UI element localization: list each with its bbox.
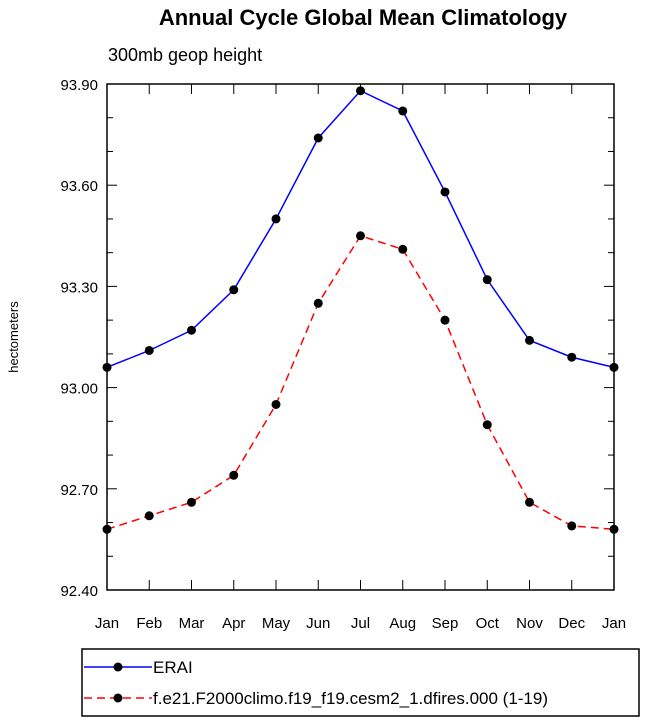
x-tick-label: Jul (351, 615, 370, 632)
legend-marker-1 (113, 693, 123, 703)
x-tick-label: Sep (432, 615, 459, 632)
series-0-point (144, 345, 154, 355)
series-1-point (567, 521, 577, 531)
plot-frame (106, 83, 615, 591)
series-0-point (356, 86, 365, 96)
legend: ERAI f.e21.F2000climo.f19_f19.cesm2_1.dfi… (81, 648, 640, 717)
x-tick-label: Jan (602, 615, 626, 632)
chart-subtitle: 300mb geop height (108, 45, 262, 65)
legend-label-1: f.e21.F2000climo.f19_f19.cesm2_1.dfires.… (153, 689, 548, 708)
x-tick-label: Jan (95, 615, 119, 632)
series-1-point (187, 497, 196, 507)
y-tick-label: 93.00 (60, 381, 98, 398)
y-tick-label: 93.90 (60, 77, 98, 94)
series-0-point (525, 335, 534, 345)
series-1-point (398, 244, 408, 254)
series-1-point (229, 470, 239, 480)
series-0-point (440, 187, 450, 197)
series-1-point (440, 315, 450, 325)
y-tick-labels: 92.40 92.70 93.00 93.30 93.60 93.90 (60, 77, 98, 600)
series-line-0 (106, 89, 615, 369)
x-tick-label: Nov (516, 615, 543, 632)
y-tick-label: 93.30 (60, 279, 98, 296)
axis-ticks (106, 83, 615, 591)
series-0-point (482, 275, 492, 285)
x-tick-label: Apr (222, 615, 245, 632)
series-1-point (313, 298, 323, 308)
x-tick-label: Oct (476, 615, 500, 632)
series-layer (102, 86, 619, 534)
x-tick-label: Mar (179, 615, 205, 632)
legend-label-0: ERAI (153, 658, 193, 677)
y-axis-label: hectometers (6, 301, 21, 373)
x-tick-label: Aug (389, 615, 416, 632)
series-1-point (271, 399, 281, 409)
y-tick-label: 93.60 (60, 178, 98, 195)
x-tick-label: Jun (306, 615, 330, 632)
series-0-point (187, 325, 196, 335)
x-tick-label: May (262, 615, 291, 632)
series-0-point (313, 133, 323, 143)
legend-box (81, 648, 640, 717)
series-line-1 (106, 234, 615, 531)
y-tick-label: 92.40 (60, 583, 98, 600)
y-tick-label: 92.70 (60, 482, 98, 499)
x-tick-label: Dec (558, 615, 585, 632)
chart-title: Annual Cycle Global Mean Climatology (159, 5, 568, 30)
x-tick-label: Feb (136, 615, 162, 632)
x-tick-labels: Jan Feb Mar Apr May Jun Jul Aug Sep Oct Nov Dec Jan (95, 615, 626, 632)
series-1-point (356, 231, 365, 241)
series-0-point (271, 214, 281, 224)
legend-marker-0 (113, 662, 123, 672)
series-1-point (482, 420, 492, 430)
series-0-point (398, 106, 408, 116)
series-0-point (229, 285, 239, 295)
series-1-point (525, 497, 534, 507)
series-0-point (567, 352, 577, 362)
series-1-point (144, 511, 154, 521)
